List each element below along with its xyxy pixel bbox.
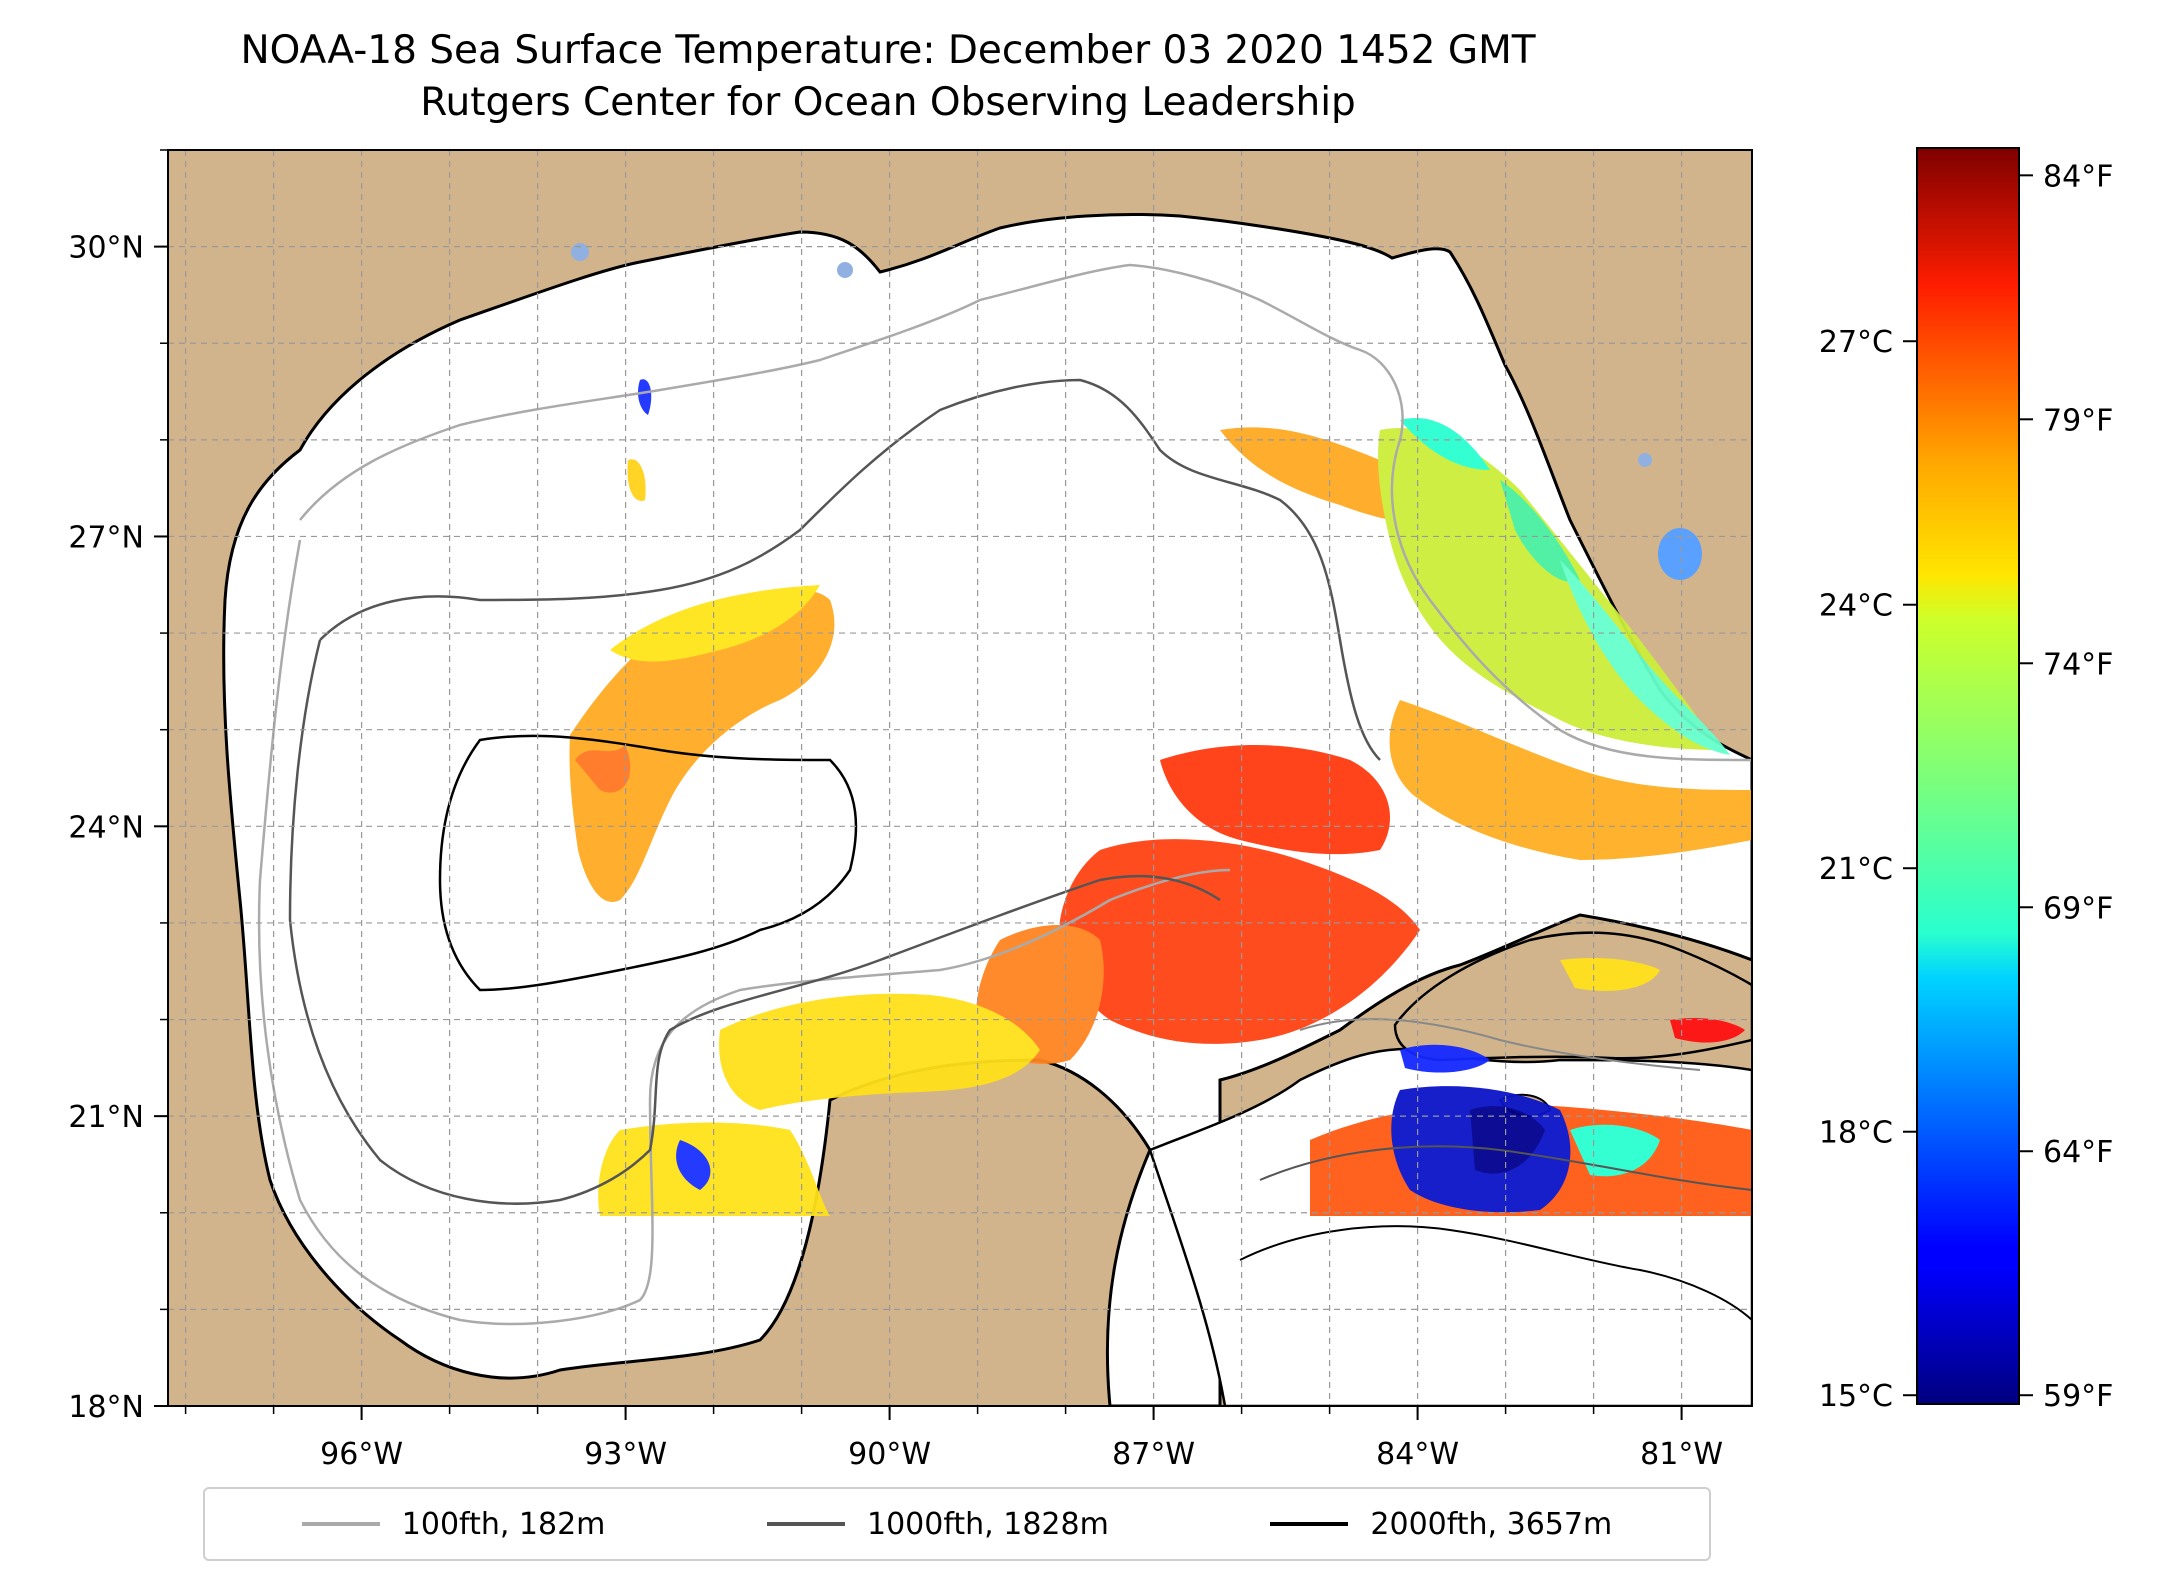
colorbar-f-label: 84°F xyxy=(2043,159,2113,194)
colorbar-f-label: 74°F xyxy=(2043,647,2113,682)
legend-entry-2000fth: 2000fth, 3657m xyxy=(1270,1507,1612,1542)
contour-100fth xyxy=(257,539,1231,1326)
legend-swatch-100fth xyxy=(301,1522,380,1526)
inland-lake xyxy=(1638,453,1652,467)
contour-legend: 100fth, 182m 1000fth, 1828m 2000fth, 365… xyxy=(203,1487,1711,1561)
colorbar-f-label: 79°F xyxy=(2043,403,2113,438)
lon-tick-label: 81°W xyxy=(1640,1437,1723,1472)
colorbar-c-label: 27°C xyxy=(1819,325,1893,360)
legend-entry-1000fth: 1000fth, 1828m xyxy=(767,1507,1109,1542)
lon-tick-label: 84°W xyxy=(1376,1437,1459,1472)
inland-lake xyxy=(837,262,853,278)
contour-1000fth xyxy=(319,378,1381,761)
lat-tick-label: 24°N xyxy=(68,810,144,845)
colorbar-c-label: 24°C xyxy=(1819,589,1893,624)
lat-tick-label: 18°N xyxy=(68,1390,144,1425)
colorbar-f-label: 69°F xyxy=(2043,891,2113,926)
colorbar: 15°C 18°C 21°C 24°C 27°C 59°F 64°F 69°F 74°F 79°… xyxy=(1819,147,2113,1414)
colorbar-f-label: 59°F xyxy=(2043,1379,2113,1414)
sst-swaths xyxy=(569,379,1752,1216)
colorbar-c-label: 15°C xyxy=(1819,1379,1893,1414)
map-subtitle: Rutgers Center for Ocean Observing Leade… xyxy=(420,80,1356,125)
colorbar-celsius-axis: 15°C 18°C 21°C 24°C 27°C xyxy=(1819,325,1917,1414)
lon-tick-label: 90°W xyxy=(848,1437,931,1472)
longitude-axis: 96°W 93°W 90°W 87°W 84°W 81°W xyxy=(184,1406,1723,1472)
colorbar-c-label: 18°C xyxy=(1819,1116,1893,1151)
lake-okeechobee xyxy=(1658,528,1702,580)
contour-2000fth xyxy=(1239,1225,1752,1321)
contour-100fth xyxy=(299,263,1752,762)
lat-tick-label: 27°N xyxy=(68,520,144,555)
colorbar-fahrenheit-axis: 59°F 64°F 69°F 74°F 79°F 84°F xyxy=(2019,159,2113,1414)
contour-2000fth xyxy=(438,734,858,992)
legend-swatch-2000fth xyxy=(1270,1522,1349,1526)
legend-label-100fth: 100fth, 182m xyxy=(401,1506,606,1542)
lon-tick-label: 93°W xyxy=(584,1437,667,1472)
map-title: NOAA-18 Sea Surface Temperature: Decembe… xyxy=(240,28,1536,73)
latitude-axis: 18°N 21°N 24°N 27°N 30°N xyxy=(68,149,168,1425)
legend-entry-100fth: 100fth, 182m xyxy=(301,1506,606,1542)
colorbar-gradient xyxy=(1916,147,2020,1405)
legend-label-2000fth: 2000fth, 3657m xyxy=(1370,1506,1613,1542)
contour-1000fth xyxy=(288,639,1221,1205)
map-gridlines xyxy=(168,149,1752,1407)
map-frame xyxy=(167,149,1753,1407)
colorbar-c-label: 21°C xyxy=(1819,852,1893,887)
legend-label-1000fth: 1000fth, 1828m xyxy=(867,1506,1109,1542)
inland-lake xyxy=(571,243,589,261)
contour-1000fth xyxy=(1259,1145,1752,1191)
colorbar-f-label: 64°F xyxy=(2043,1135,2113,1170)
lat-tick-label: 30°N xyxy=(68,231,144,266)
lon-tick-label: 87°W xyxy=(1112,1437,1195,1472)
lon-tick-label: 96°W xyxy=(320,1437,403,1472)
lat-tick-label: 21°N xyxy=(68,1100,144,1135)
legend-swatch-1000fth xyxy=(767,1522,845,1526)
